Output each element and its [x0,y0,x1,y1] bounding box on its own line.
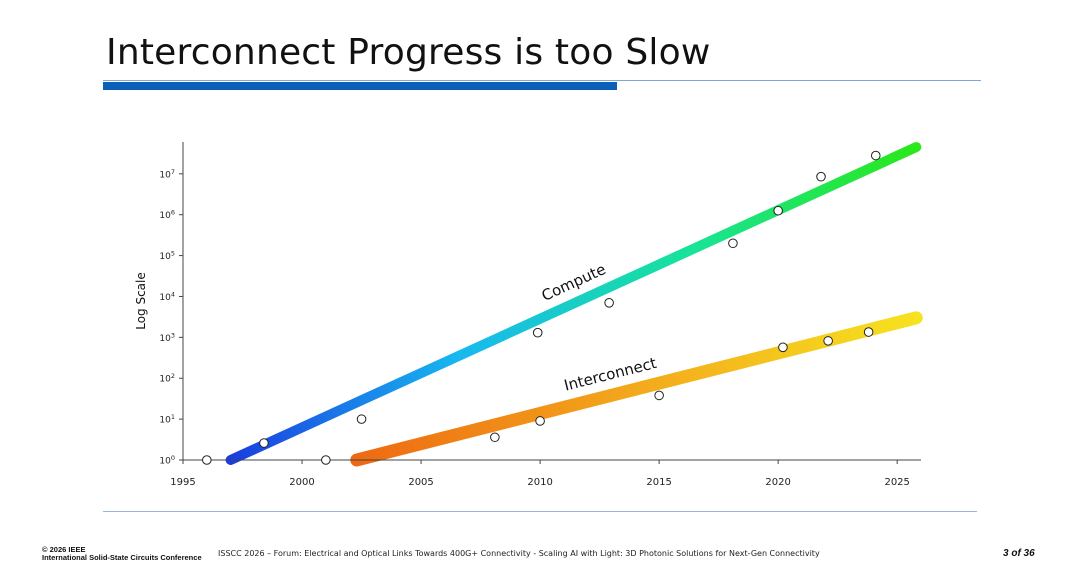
title-underline-accent [103,82,617,90]
data-point-compute [202,455,212,465]
data-point-compute [259,438,269,448]
data-point-interconnect [490,432,500,443]
y-tick-label: 105 [159,250,175,263]
page-number: 3 of 36 [1003,548,1035,559]
title-underline-thin [103,80,981,81]
y-tick-label: 102 [159,372,175,385]
data-point-compute [532,327,543,338]
x-tick-label: 2025 [884,477,909,488]
data-point-compute [604,297,614,308]
x-tick-label: 2005 [408,477,433,488]
footer-divider [103,511,977,512]
data-point-compute [321,455,331,465]
data-point-compute [728,238,738,249]
trend-band-interconnect [350,311,923,467]
footer-copyright-block: © 2026 IEEE International Solid-State Ci… [42,546,202,562]
data-point-interconnect [778,342,788,353]
data-point-interconnect [535,416,545,426]
data-point-compute [773,205,783,216]
y-tick-label: 103 [159,331,175,344]
data-point-compute [870,150,881,161]
slide-title: Interconnect Progress is too Slow [106,32,711,73]
data-point-compute [816,171,826,182]
y-tick-label: 101 [159,413,175,426]
data-point-interconnect [863,327,874,337]
x-tick-label: 2010 [527,477,552,488]
trend-band-compute [225,142,922,465]
footer-copyright: © 2026 IEEE [42,545,86,554]
data-point-interconnect [654,390,664,401]
footer-conference-line: ISSCC 2026 – Forum: Electrical and Optic… [218,549,820,558]
footer-organization: International Solid-State Circuits Confe… [42,553,202,562]
y-axis-label: Log Scale [134,272,148,330]
x-tick-label: 2020 [765,477,790,488]
y-tick-label: 100 [159,454,175,467]
x-tick-label: 2015 [646,477,671,488]
x-tick-label: 1995 [170,477,195,488]
data-point-compute [356,414,367,424]
y-tick-label: 106 [159,209,175,222]
y-tick-label: 107 [159,168,175,181]
y-tick-label: 104 [159,290,175,303]
data-point-interconnect [823,336,833,346]
x-tick-label: 2000 [289,477,314,488]
